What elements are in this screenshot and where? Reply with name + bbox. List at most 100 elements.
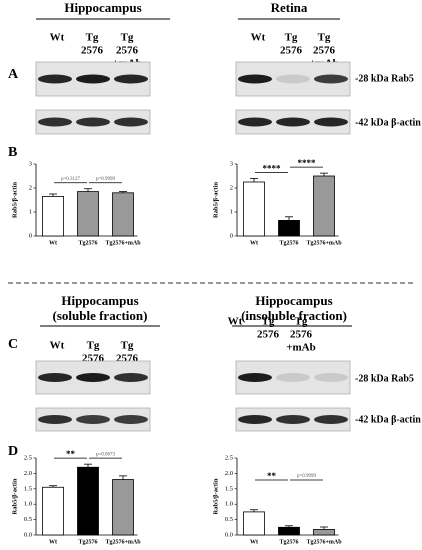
- lane-label: Tg: [121, 32, 134, 44]
- y-tick-label: 1: [230, 208, 233, 215]
- category-label: Wt: [49, 240, 57, 246]
- blot-band: [238, 373, 272, 382]
- lane-label: 2576: [280, 45, 303, 57]
- y-tick-label: 0.0: [225, 531, 233, 538]
- blot-band: [114, 74, 148, 84]
- y-tick-label: 0.5: [24, 516, 32, 523]
- error-bar: [250, 177, 258, 182]
- y-tick-label: 0: [230, 232, 233, 239]
- bar: [313, 175, 335, 237]
- blot-band: [314, 373, 348, 382]
- bar: [77, 191, 99, 237]
- bar: [112, 479, 134, 536]
- y-axis-label: Rab5/β-actin: [11, 478, 18, 514]
- bar: [42, 486, 64, 536]
- lane-label: Tg: [121, 340, 134, 352]
- y-tick-label: 3: [29, 160, 32, 167]
- significance-label: ****: [263, 163, 282, 173]
- panel-label: C: [8, 337, 18, 352]
- bar: [243, 181, 265, 237]
- lane-label: 2576: [257, 329, 280, 341]
- bar: [112, 192, 134, 237]
- lane-label: Wt: [228, 316, 243, 328]
- lane-label: 2576: [290, 329, 313, 341]
- bar: [278, 219, 300, 237]
- blot-band: [76, 373, 110, 382]
- blot-band: [238, 415, 272, 424]
- error-bar: [320, 526, 328, 530]
- section-title: (insoluble fraction): [241, 308, 347, 323]
- lane-label: Tg: [295, 316, 308, 328]
- lane-label: Wt: [50, 32, 65, 44]
- bar: [42, 195, 64, 237]
- lane-label: 2576: [313, 45, 336, 57]
- lane-label: Wt: [50, 340, 65, 352]
- blot-band: [238, 74, 272, 84]
- bar: [278, 526, 300, 536]
- y-tick-label: 2.0: [24, 470, 32, 477]
- category-label: Tg2576: [78, 539, 97, 545]
- significance-label: ****: [298, 158, 317, 168]
- error-bar: [49, 193, 57, 197]
- error-bar: [285, 525, 293, 528]
- blot-band: [38, 373, 72, 382]
- y-axis-label: Rab5/β-actin: [212, 478, 219, 514]
- blot-band: [38, 117, 72, 127]
- bar: [313, 529, 335, 536]
- error-bar: [84, 188, 92, 192]
- y-tick-label: 0: [29, 232, 32, 239]
- significance-label: p=0.9999: [297, 474, 317, 479]
- blot-band: [276, 117, 310, 127]
- blot-band: [38, 415, 72, 424]
- blot-band: [76, 415, 110, 424]
- y-tick-label: 2: [230, 184, 233, 191]
- y-tick-label: 1.5: [225, 485, 233, 492]
- blot-band: [314, 74, 348, 84]
- blot-band: [314, 415, 348, 424]
- error-bar: [250, 509, 258, 512]
- error-bar: [49, 485, 57, 488]
- category-label: Tg2576+mAb: [105, 539, 141, 545]
- blot-band: [238, 117, 272, 127]
- category-label: Tg2576+mAb: [105, 240, 141, 246]
- section-title: Hippocampus: [255, 293, 332, 308]
- lane-label: Tg: [87, 340, 100, 352]
- lane-label: Tg: [86, 32, 99, 44]
- category-label: Wt: [49, 539, 57, 545]
- lane-label: 2576: [81, 45, 104, 57]
- y-tick-label: 2: [29, 184, 32, 191]
- blot-band: [314, 117, 348, 127]
- category-label: Tg2576+mAb: [306, 240, 342, 246]
- y-tick-label: 1: [29, 208, 32, 215]
- lane-label: Wt: [251, 32, 266, 44]
- section-title: Hippocampus: [64, 0, 141, 15]
- y-tick-label: 0.0: [24, 531, 32, 538]
- category-label: Tg2576: [279, 539, 298, 545]
- significance-label: p=0.3127: [61, 177, 81, 182]
- blot-band: [276, 373, 310, 382]
- y-tick-label: 2.5: [24, 454, 32, 461]
- section-title: (soluble fraction): [53, 308, 148, 323]
- blot-label: -42 kDa β-actin: [355, 414, 421, 425]
- lane-label: +mAb: [286, 342, 316, 354]
- significance-label: **: [267, 471, 277, 481]
- category-label: Tg2576: [78, 240, 97, 246]
- y-axis-label: Rab5/β-actin: [212, 182, 219, 218]
- blot-band: [276, 415, 310, 424]
- significance-label: **: [66, 449, 76, 459]
- y-tick-label: 1.5: [24, 485, 32, 492]
- blot-band: [76, 117, 110, 127]
- error-bar: [119, 475, 127, 480]
- significance-label: p=0.0673: [96, 452, 116, 457]
- blot-band: [76, 74, 110, 84]
- blot-band: [276, 74, 310, 84]
- y-axis-label: Rab5/β-actin: [11, 182, 18, 218]
- section-title: Retina: [271, 0, 308, 15]
- lane-label: Tg: [262, 316, 275, 328]
- y-tick-label: 0.5: [225, 516, 233, 523]
- section-title: Hippocampus: [61, 293, 138, 308]
- panel-label: B: [8, 145, 17, 160]
- bar: [243, 511, 265, 536]
- bar: [77, 466, 99, 536]
